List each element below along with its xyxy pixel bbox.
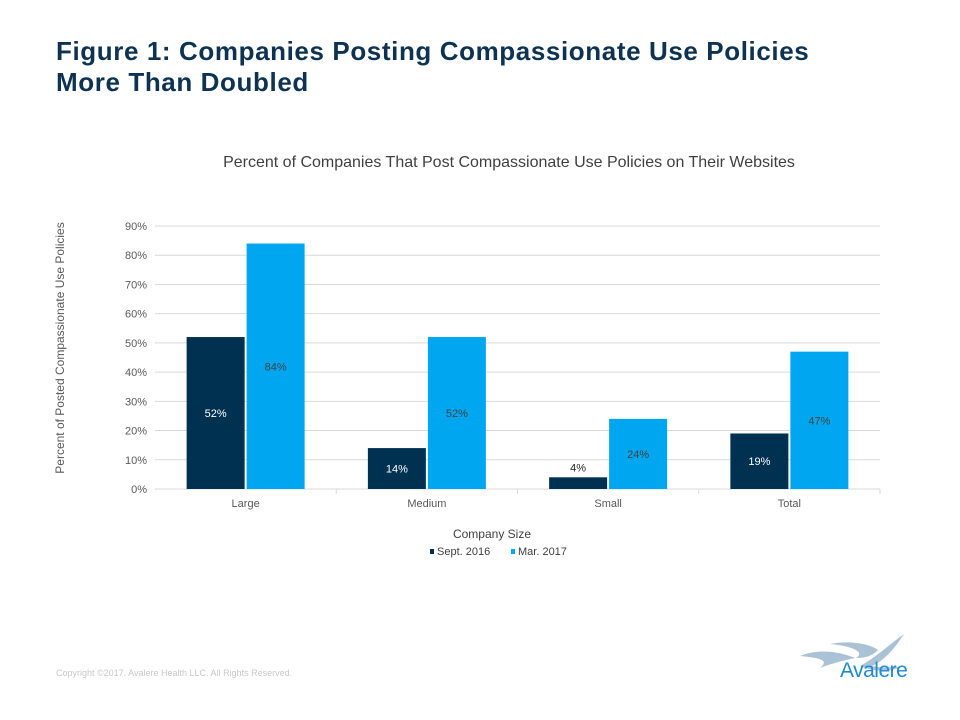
y-tick-label: 30% (125, 396, 147, 408)
y-axis-label: Percent of Posted Compassionate Use Poli… (53, 222, 67, 473)
title-line-1: Figure 1: Companies Posting Compassionat… (56, 36, 810, 66)
y-tick-label: 10% (125, 455, 147, 467)
chart-title: Percent of Companies That Post Compassio… (223, 154, 795, 171)
legend-label: Sept. 2016 (437, 546, 490, 558)
x-tick-label: Large (232, 498, 260, 510)
y-tick-label: 60% (125, 309, 147, 321)
y-tick-label: 40% (125, 367, 147, 379)
x-axis-label: Company Size (453, 527, 531, 541)
bar-sept-2016 (549, 477, 608, 489)
x-tick-label: Total (778, 498, 801, 510)
title-line-2: More Than Doubled (56, 67, 309, 97)
y-tick-label: 70% (125, 279, 147, 291)
data-label: 84% (265, 361, 287, 373)
bar-mar-2017 (609, 418, 668, 489)
bar-sept-2016 (367, 448, 426, 489)
legend-swatch (430, 549, 434, 554)
bar-mar-2017 (790, 351, 849, 489)
copyright-text: Copyright ©2017. Avalere Health LLC. All… (56, 668, 293, 678)
bar-mar-2017 (246, 243, 305, 489)
data-label: 14% (386, 464, 408, 476)
bar-sept-2016 (730, 433, 789, 489)
avalere-logo (800, 634, 904, 671)
logo-text: Avalere (840, 659, 908, 682)
slide-title: Figure 1: Companies Posting Compassionat… (56, 36, 809, 98)
x-tick-label: Medium (407, 498, 446, 510)
y-tick-label: 0% (131, 484, 147, 496)
y-tick-label: 90% (125, 221, 147, 233)
y-tick-label: 20% (125, 426, 147, 438)
x-tick-label: Small (594, 498, 622, 510)
y-tick-label: 80% (125, 250, 147, 262)
bar-chart: Percent of Companies That Post Compassio… (53, 154, 881, 558)
legend-swatch (511, 549, 515, 554)
data-label: 19% (748, 456, 770, 468)
bar-mar-2017 (427, 337, 486, 489)
bar-sept-2016 (186, 337, 245, 489)
data-label: 4% (570, 462, 586, 474)
data-label: 24% (627, 449, 649, 461)
data-label: 47% (808, 415, 830, 427)
legend-label: Mar. 2017 (518, 546, 567, 558)
data-label: 52% (446, 408, 468, 420)
data-label: 52% (205, 408, 227, 420)
y-tick-label: 50% (125, 338, 147, 350)
